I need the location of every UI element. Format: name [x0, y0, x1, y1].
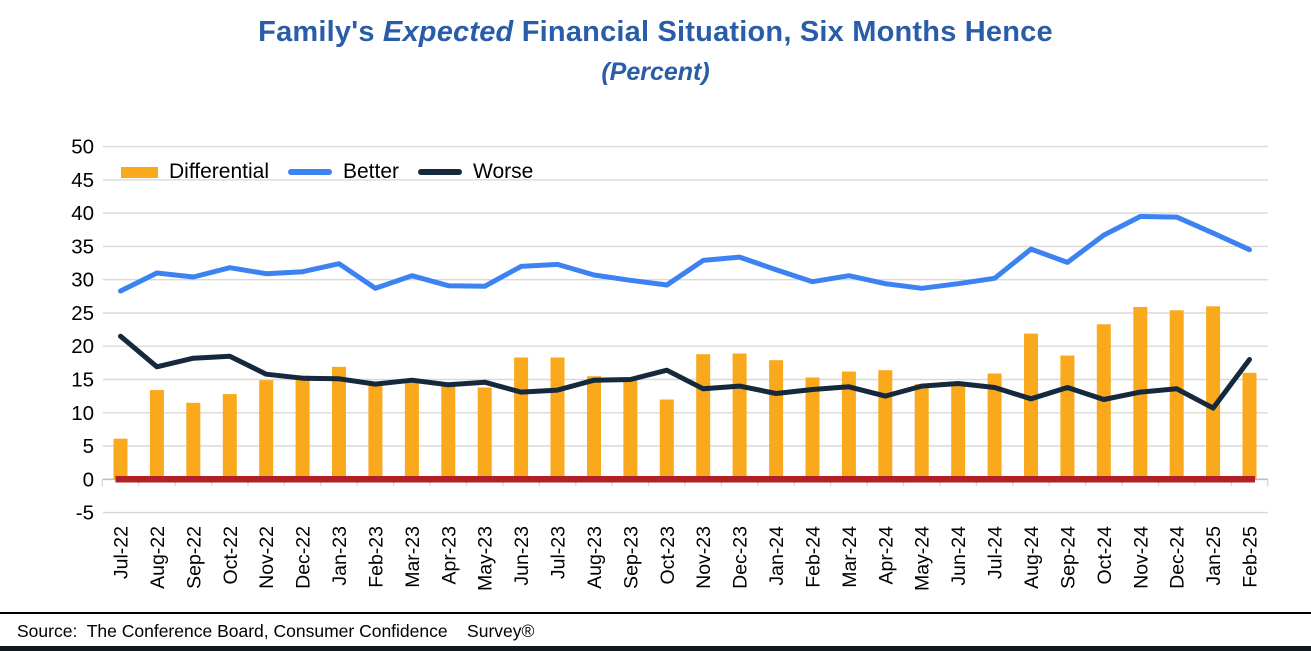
differential-bar-swatch-icon: [121, 166, 158, 178]
legend: Differential Better Worse: [121, 157, 533, 187]
svg-text:Nov-22: Nov-22: [256, 526, 278, 589]
chart-title: Family's Expected Financial Situation, S…: [0, 16, 1311, 49]
svg-text:Dec-24: Dec-24: [1167, 526, 1189, 589]
svg-text:45: 45: [71, 169, 94, 192]
legend-label-differential: Differential: [169, 160, 269, 183]
svg-text:15: 15: [71, 369, 94, 392]
title-prefix: Family's: [258, 16, 375, 48]
svg-text:Mar-23: Mar-23: [402, 526, 424, 588]
gridlines: [103, 145, 1268, 514]
svg-text:Dec-22: Dec-22: [293, 526, 315, 589]
svg-text:Jan-25: Jan-25: [1203, 526, 1225, 586]
svg-text:30: 30: [71, 269, 94, 292]
svg-text:Dec-23: Dec-23: [730, 526, 752, 589]
y-axis-labels: -5 0 5 10 15 20 25 30 35 40 45 50: [71, 136, 94, 525]
line-worse: [118, 333, 1252, 411]
svg-text:Jan-24: Jan-24: [766, 526, 788, 586]
svg-text:Jan-23: Jan-23: [329, 526, 351, 586]
svg-text:Aug-23: Aug-23: [584, 526, 606, 589]
svg-text:Aug-22: Aug-22: [147, 526, 169, 589]
legend-item-differential: Differential: [121, 160, 269, 184]
svg-text:Feb-24: Feb-24: [803, 526, 825, 588]
svg-text:-5: -5: [76, 502, 94, 525]
svg-text:35: 35: [71, 235, 94, 258]
legend-label-worse: Worse: [473, 160, 534, 183]
svg-text:Jun-24: Jun-24: [948, 526, 970, 586]
svg-text:10: 10: [71, 402, 94, 425]
legend-item-worse: Worse: [418, 160, 533, 184]
svg-text:5: 5: [83, 435, 94, 458]
legend-label-better: Better: [343, 160, 400, 183]
worse-line-swatch-icon: [418, 169, 463, 175]
svg-text:Oct-24: Oct-24: [1094, 526, 1116, 585]
better-line-swatch-icon: [288, 169, 332, 175]
x-axis-labels: Jul-22 Aug-22 Sep-22 Oct-22 Nov-22 Dec-22 Jan-…: [111, 526, 1262, 591]
svg-text:Jul-22: Jul-22: [111, 526, 133, 579]
title-suffix: Financial Situation, Six Months Hence: [521, 16, 1053, 48]
svg-text:Apr-23: Apr-23: [438, 526, 460, 585]
bottom-band: [0, 646, 1311, 651]
legend-item-better: Better: [288, 160, 399, 184]
svg-text:Nov-24: Nov-24: [1130, 526, 1152, 589]
svg-text:Jun-23: Jun-23: [511, 526, 533, 586]
svg-text:Oct-23: Oct-23: [657, 526, 679, 585]
svg-text:40: 40: [71, 202, 94, 225]
svg-text:Feb-23: Feb-23: [365, 526, 387, 588]
svg-text:May-23: May-23: [475, 526, 497, 591]
svg-text:Oct-22: Oct-22: [220, 526, 242, 585]
line-better: [118, 214, 1252, 294]
svg-text:Apr-24: Apr-24: [875, 526, 897, 585]
svg-text:25: 25: [71, 302, 94, 325]
source-note: Source: The Conference Board, Consumer C…: [17, 621, 535, 641]
svg-text:Mar-24: Mar-24: [839, 526, 861, 588]
chart-subtitle: (Percent): [601, 58, 710, 86]
svg-text:Nov-23: Nov-23: [693, 526, 715, 589]
title-italic-word: Expected: [382, 16, 514, 48]
svg-text:Feb-25: Feb-25: [1240, 526, 1262, 588]
svg-text:Jul-24: Jul-24: [985, 526, 1007, 579]
svg-text:0: 0: [83, 468, 94, 491]
svg-text:50: 50: [71, 136, 94, 159]
svg-text:Jul-23: Jul-23: [548, 526, 570, 579]
svg-text:May-24: May-24: [912, 526, 934, 591]
source-divider: [0, 612, 1311, 614]
svg-text:Sep-22: Sep-22: [183, 526, 205, 589]
svg-text:Sep-23: Sep-23: [620, 526, 642, 589]
svg-text:20: 20: [71, 335, 94, 358]
svg-text:Aug-24: Aug-24: [1021, 526, 1043, 589]
svg-text:Sep-24: Sep-24: [1057, 526, 1079, 589]
